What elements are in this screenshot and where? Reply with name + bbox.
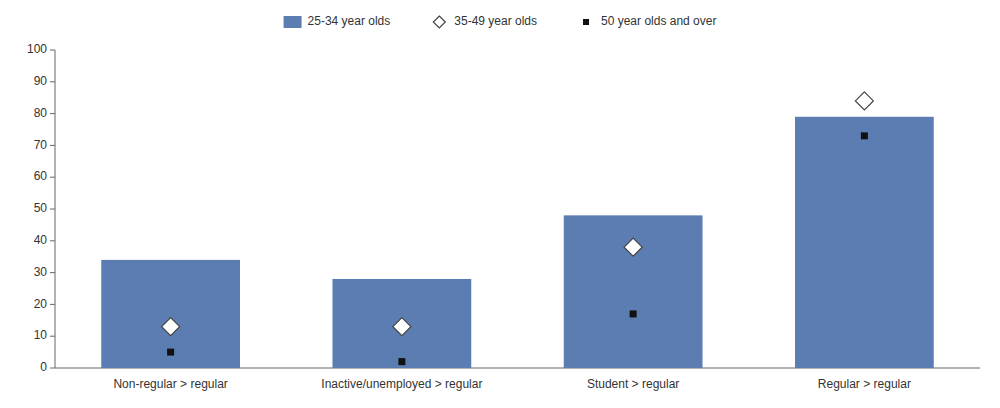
y-tick (50, 177, 55, 178)
x-axis: Non-regular > regular Inactive/unemployed… (55, 368, 980, 391)
y-tick (50, 209, 55, 210)
bar (564, 215, 703, 368)
legend-label: 35-49 year olds (454, 14, 537, 28)
y-tick (50, 145, 55, 146)
series (101, 117, 934, 368)
legend: 25-34 year olds 35-49 year olds 50 year ol… (284, 14, 717, 28)
x-tick-label: Regular > regular (818, 377, 911, 391)
y-tick (50, 368, 55, 369)
marker (162, 318, 180, 336)
marker (398, 358, 405, 365)
y-tick-label: 0 (40, 360, 47, 374)
legend-label: 50 year olds and over (601, 14, 716, 28)
y-tick (50, 113, 55, 114)
series (167, 132, 868, 365)
y-tick (50, 336, 55, 337)
y-tick-label: 20 (34, 297, 48, 311)
marker (624, 238, 642, 256)
chart-container: 0 10 20 30 40 50 60 70 80 90 100 Non-regular > regu… (0, 0, 1000, 408)
y-tick-label: 90 (34, 74, 48, 88)
marker (861, 132, 868, 139)
legend-key (433, 16, 445, 28)
x-tick-label: Inactive/unemployed > regular (321, 377, 482, 391)
bar (333, 279, 472, 368)
marker (393, 318, 411, 336)
chart: 0 10 20 30 40 50 60 70 80 90 100 Non-regular > regu… (0, 0, 1000, 408)
y-tick (50, 240, 55, 241)
y-tick (50, 304, 55, 305)
y-tick-label: 30 (34, 265, 48, 279)
y-tick-label: 40 (34, 233, 48, 247)
y-axis-line (55, 50, 56, 368)
y-tick (50, 81, 55, 82)
marker (630, 310, 637, 317)
legend-key (284, 16, 302, 28)
y-tick-label: 60 (34, 169, 48, 183)
y-tick-label: 100 (27, 42, 47, 56)
x-tick-label: Student > regular (587, 377, 679, 391)
marks (101, 92, 934, 368)
y-tick-label: 70 (34, 138, 48, 152)
y-tick (50, 272, 55, 273)
x-tick-label: Non-regular > regular (113, 377, 227, 391)
legend-label: 25-34 year olds (308, 14, 391, 28)
marker (167, 349, 174, 356)
y-tick (50, 50, 55, 51)
y-axis: 0 10 20 30 40 50 60 70 80 90 100 (27, 42, 55, 374)
series (162, 92, 874, 336)
y-tick-label: 50 (34, 201, 48, 215)
marker (855, 92, 873, 110)
bar (101, 260, 240, 368)
y-tick-label: 80 (34, 106, 48, 120)
bar (795, 117, 934, 368)
legend-key (583, 19, 589, 25)
y-tick-label: 10 (34, 328, 48, 342)
